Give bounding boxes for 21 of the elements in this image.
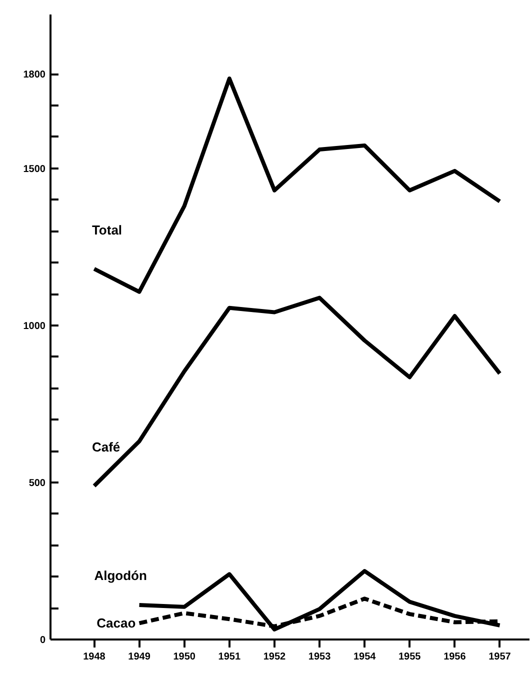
- x-tick-label: 1954: [353, 652, 376, 662]
- y-tick-label: 1800: [23, 70, 46, 81]
- y-tick-label: 0: [40, 635, 46, 646]
- x-tick-label: 1950: [173, 652, 196, 662]
- x-tick-label: 1953: [308, 652, 332, 662]
- series-label: Cacao: [96, 616, 136, 631]
- x-tick-label: 1949: [128, 652, 151, 662]
- x-tick-label: 1956: [444, 652, 466, 662]
- x-tick-label: 1951: [218, 652, 241, 662]
- line-series: [92, 296, 502, 488]
- x-tick-label: 1955: [398, 652, 422, 662]
- x-tick-label: 1952: [263, 652, 286, 662]
- x-tick-label: 1957: [488, 652, 512, 662]
- y-tick-label: 1500: [23, 164, 46, 175]
- y-tick-label: 1000: [23, 320, 46, 332]
- series-label: Algodón: [94, 568, 147, 584]
- text: Total: [92, 222, 122, 238]
- series-label: Café: [92, 440, 120, 455]
- x-tick-label: 1948: [83, 652, 106, 662]
- y-tick-label: 500: [28, 478, 46, 489]
- line-series: [92, 76, 502, 294]
